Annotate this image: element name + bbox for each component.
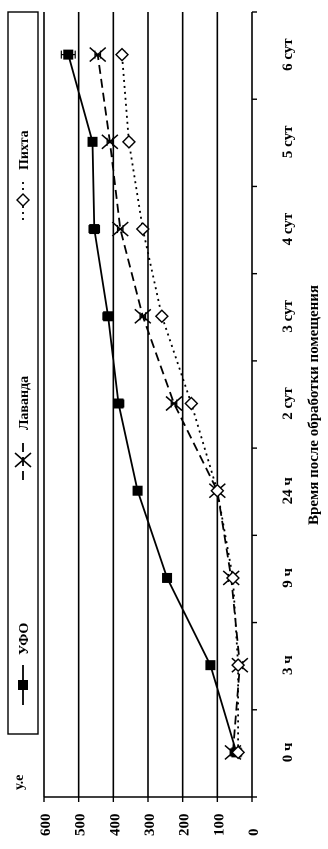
data-point xyxy=(103,311,114,322)
category-tick-label: 24 ч xyxy=(280,477,296,505)
data-point xyxy=(89,47,107,63)
series-line xyxy=(96,54,241,753)
legend: УФО Лаванда Пихта xyxy=(7,11,39,735)
x-mark-stroke xyxy=(111,221,129,237)
value-tick-label: 400 xyxy=(107,814,123,837)
data-point xyxy=(121,134,136,149)
value-tick-label: 100 xyxy=(211,814,227,837)
grid-layer xyxy=(43,12,219,797)
category-tick-label: 2 сут xyxy=(280,387,296,420)
category-tick-label: 9 ч xyxy=(280,568,296,588)
category-tick-label: 5 сут xyxy=(280,125,296,158)
data-point xyxy=(101,134,119,150)
data-point xyxy=(134,308,152,324)
series-layer xyxy=(60,47,249,760)
legend-marker xyxy=(14,452,32,468)
x-mark-stroke xyxy=(89,47,107,63)
value-tick-label: 600 xyxy=(38,814,54,837)
data-point xyxy=(154,309,169,324)
data-point xyxy=(115,47,129,62)
value-tick-label: 0 xyxy=(246,829,262,837)
category-axis-title: Время после обработки помещения xyxy=(306,285,322,525)
category-tick-label: 6 сут xyxy=(280,38,296,71)
category-tick-label: 4 сут xyxy=(280,212,296,245)
data-point xyxy=(135,222,150,237)
legend-label: Лаванда xyxy=(17,376,32,430)
data-point xyxy=(89,224,100,235)
x-mark-stroke xyxy=(134,308,152,324)
legend-box xyxy=(7,11,39,735)
legend-marker xyxy=(16,193,30,207)
category-tick-label: 0 ч xyxy=(280,742,296,762)
legend-marker xyxy=(18,680,28,690)
value-axis-title: у.е xyxy=(12,775,27,790)
data-point xyxy=(205,660,216,671)
data-point xyxy=(184,396,199,411)
data-point xyxy=(165,395,183,412)
x-mark-stroke xyxy=(14,452,32,468)
series-line xyxy=(67,54,238,753)
legend-label: Пихта xyxy=(17,130,32,170)
category-tick-label: 3 ч xyxy=(280,655,296,675)
data-point xyxy=(63,49,74,60)
ticks-layer: 0 100 200 300 400 500 600 0 ч 3 ч 9 ч 24 ч 2 сут 3 с… xyxy=(38,11,296,837)
value-tick-label: 500 xyxy=(73,814,89,837)
value-tick-label: 200 xyxy=(177,814,193,837)
data-point xyxy=(231,745,246,760)
data-point xyxy=(132,485,143,496)
labels-layer: Время после обработки помещения у.е xyxy=(12,285,322,790)
data-point xyxy=(225,570,240,585)
data-point xyxy=(210,483,225,498)
data-point xyxy=(87,136,98,147)
x-mark-stroke xyxy=(165,395,183,412)
data-point xyxy=(162,572,173,583)
data-point xyxy=(231,658,246,673)
legend-label: УФО xyxy=(17,623,32,655)
data-point xyxy=(111,221,129,237)
value-tick-label: 300 xyxy=(142,814,158,837)
x-mark-stroke xyxy=(101,134,119,150)
data-point xyxy=(113,398,124,409)
category-tick-label: 3 сут xyxy=(280,299,296,332)
series-line xyxy=(121,54,239,753)
